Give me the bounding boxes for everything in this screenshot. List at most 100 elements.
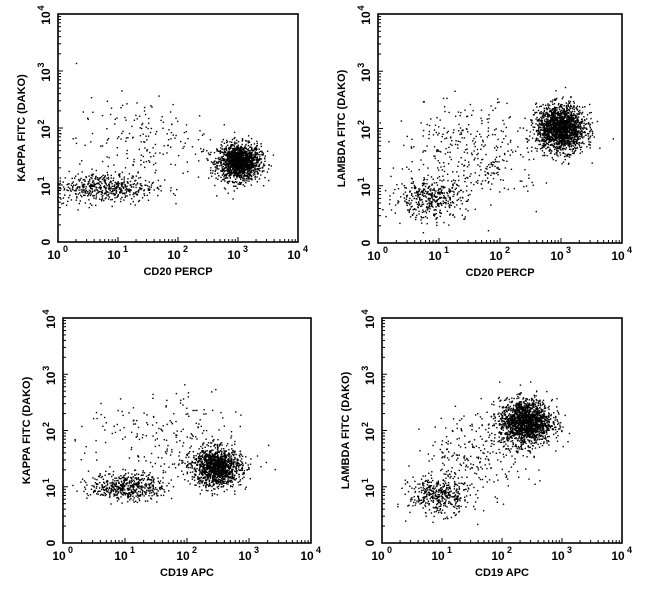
scatter-point (145, 114, 146, 115)
scatter-point (102, 198, 103, 199)
scatter-point (560, 113, 561, 114)
scatter-point (411, 146, 412, 147)
scatter-point (115, 119, 116, 120)
scatter-point (175, 118, 176, 119)
scatter-point (235, 161, 236, 162)
scatter-point (431, 194, 432, 195)
scatter-point (429, 211, 430, 212)
scatter-point (563, 125, 564, 126)
scatter-point (479, 134, 480, 135)
scatter-point (259, 152, 260, 153)
scatter-point (540, 124, 541, 125)
scatter-point (90, 187, 91, 188)
scatter-point (126, 188, 127, 189)
scatter-point (556, 107, 557, 108)
scatter-point (579, 138, 580, 139)
scatter-point (234, 138, 235, 139)
scatter-point (556, 124, 557, 125)
scatter-point (566, 138, 567, 139)
scatter-point (234, 190, 235, 191)
scatter-point (224, 149, 225, 150)
scatter-point (573, 101, 574, 102)
scatter-point (466, 201, 467, 202)
scatter-point (535, 118, 536, 119)
x-tick-label: 10 (107, 248, 121, 262)
scatter-point (257, 156, 258, 157)
scatter-point (558, 111, 559, 112)
scatter-point (427, 191, 428, 192)
scatter-point (237, 147, 238, 148)
scatter-point (79, 203, 80, 204)
scatter-point (549, 105, 550, 106)
scatter-point (404, 200, 405, 201)
scatter-point (462, 215, 463, 216)
scatter-point (550, 101, 551, 102)
scatter-point (567, 130, 568, 131)
scatter-point (455, 140, 456, 141)
scatter-point (251, 166, 252, 167)
scatter-point (72, 188, 73, 189)
scatter-point (488, 122, 489, 123)
scatter-point (422, 212, 423, 213)
scatter-point (115, 171, 116, 172)
scatter-point (94, 178, 95, 179)
scatter-point (523, 186, 524, 187)
scatter-point (447, 152, 448, 153)
scatter-point (436, 200, 437, 201)
scatter-point (425, 150, 426, 151)
scatter-point (482, 188, 483, 189)
scatter-point (111, 108, 112, 109)
scatter-point (127, 195, 128, 196)
scatter-point (544, 137, 545, 138)
scatter-point (551, 111, 552, 112)
scatter-point (100, 188, 101, 189)
scatter-point (214, 163, 215, 164)
scatter-point (504, 188, 505, 189)
scatter-point (216, 165, 217, 166)
scatter-point (157, 195, 158, 196)
scatter-point (427, 192, 428, 193)
scatter-point (125, 189, 126, 190)
scatter-point (175, 135, 176, 136)
scatter-point (259, 158, 260, 159)
scatter-point (554, 106, 555, 107)
scatter-point (580, 126, 581, 127)
scatter-point (240, 175, 241, 176)
scatter-point (589, 112, 590, 113)
scatter-point (419, 198, 420, 199)
scatter-point (78, 193, 79, 194)
scatter-point (85, 188, 86, 189)
scatter-point (110, 199, 111, 200)
scatter-point (434, 156, 435, 157)
scatter-point (243, 149, 244, 150)
scatter-point (460, 197, 461, 198)
scatter-point (226, 149, 227, 150)
scatter-point (130, 189, 131, 190)
scatter-point (559, 125, 560, 126)
scatter-point (435, 201, 436, 202)
x-tick-exponent: 2 (505, 245, 510, 255)
scatter-point (71, 185, 72, 186)
scatter-point (550, 110, 551, 111)
scatter-point (251, 160, 252, 161)
scatter-point (69, 195, 70, 196)
scatter-point (60, 183, 61, 184)
scatter-point (253, 167, 254, 168)
x-tick-exponent: 0 (383, 245, 388, 255)
scatter-point (253, 170, 254, 171)
scatter-point (567, 119, 568, 120)
scatter-point (575, 145, 576, 146)
scatter-point (237, 150, 238, 151)
scatter-point (250, 178, 251, 179)
scatter-point (156, 131, 157, 132)
scatter-point (542, 145, 543, 146)
scatter-point (121, 185, 122, 186)
scatter-point (117, 147, 118, 148)
scatter-point (245, 144, 246, 145)
scatter-point (223, 156, 224, 157)
scatter-point (560, 148, 561, 149)
scatter-point (458, 199, 459, 200)
scatter-point (114, 201, 115, 202)
scatter-point (155, 153, 156, 154)
scatter-point (223, 160, 224, 161)
